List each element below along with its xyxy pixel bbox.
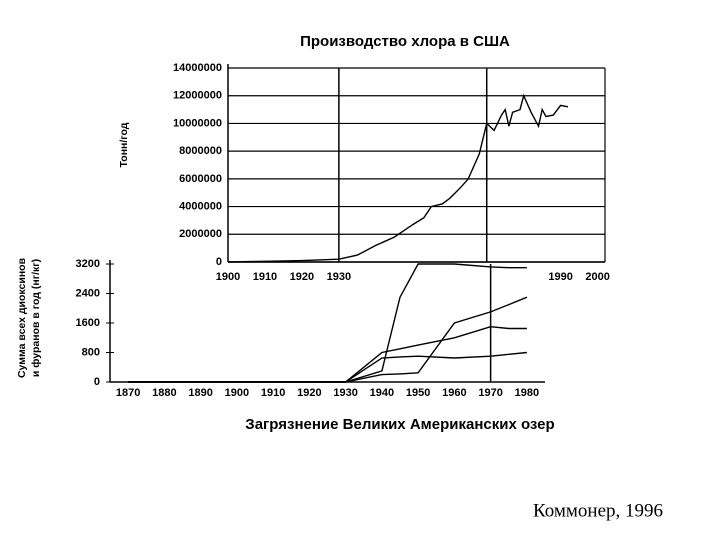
y-axis-label: Сумма всех диоксинов	[16, 257, 28, 378]
y-tick-label: 0	[216, 256, 222, 268]
y-tick-label: 2400	[76, 287, 100, 299]
y-tick-label: 8000000	[179, 145, 222, 157]
x-tick-label: 1880	[152, 387, 176, 399]
x-tick-label: 1930	[327, 271, 351, 283]
x-tick-label: 1900	[225, 387, 249, 399]
x-tick-label: 1870	[116, 387, 140, 399]
x-tick-label: 1990	[548, 271, 572, 283]
y-tick-label: 10000000	[173, 117, 222, 129]
caption: Коммонер, 1996	[533, 500, 663, 521]
x-tick-label: 1910	[253, 271, 277, 283]
y-tick-label: 800	[82, 346, 100, 358]
y-tick-label: 1600	[76, 317, 100, 329]
y-tick-label: 2000000	[179, 228, 222, 240]
x-tick-label: 1930	[333, 387, 357, 399]
chart-title: Производство хлора в США	[300, 33, 510, 50]
x-tick-label: 2000	[585, 271, 609, 283]
x-tick-label: 1960	[442, 387, 466, 399]
data-line	[128, 325, 527, 383]
y-axis-label: Тонн/год	[118, 122, 130, 167]
y-tick-label: 14000000	[173, 62, 222, 74]
data-line	[128, 296, 528, 383]
x-tick-label: 1890	[188, 387, 212, 399]
data-line	[128, 351, 527, 383]
chart-title: Загрязнение Великих Американских озер	[245, 416, 554, 433]
x-tick-label: 1940	[370, 387, 394, 399]
y-tick-label: 6000000	[179, 173, 222, 185]
y-tick-label: 0	[94, 376, 100, 388]
y-axis-label: и фуранов в год (нг/кг)	[30, 259, 42, 377]
data-line	[128, 263, 527, 383]
x-tick-label: 1950	[406, 387, 430, 399]
x-tick-label: 1980	[515, 387, 539, 399]
x-tick-label: 1970	[478, 387, 502, 399]
y-tick-label: 4000000	[179, 200, 222, 212]
x-tick-label: 1920	[290, 271, 314, 283]
x-tick-label: 1920	[297, 387, 321, 399]
y-tick-label: 12000000	[173, 90, 222, 102]
y-tick-label: 3200	[76, 258, 100, 270]
x-tick-label: 1900	[216, 271, 240, 283]
data-line	[227, 93, 569, 263]
x-tick-label: 1910	[261, 387, 285, 399]
